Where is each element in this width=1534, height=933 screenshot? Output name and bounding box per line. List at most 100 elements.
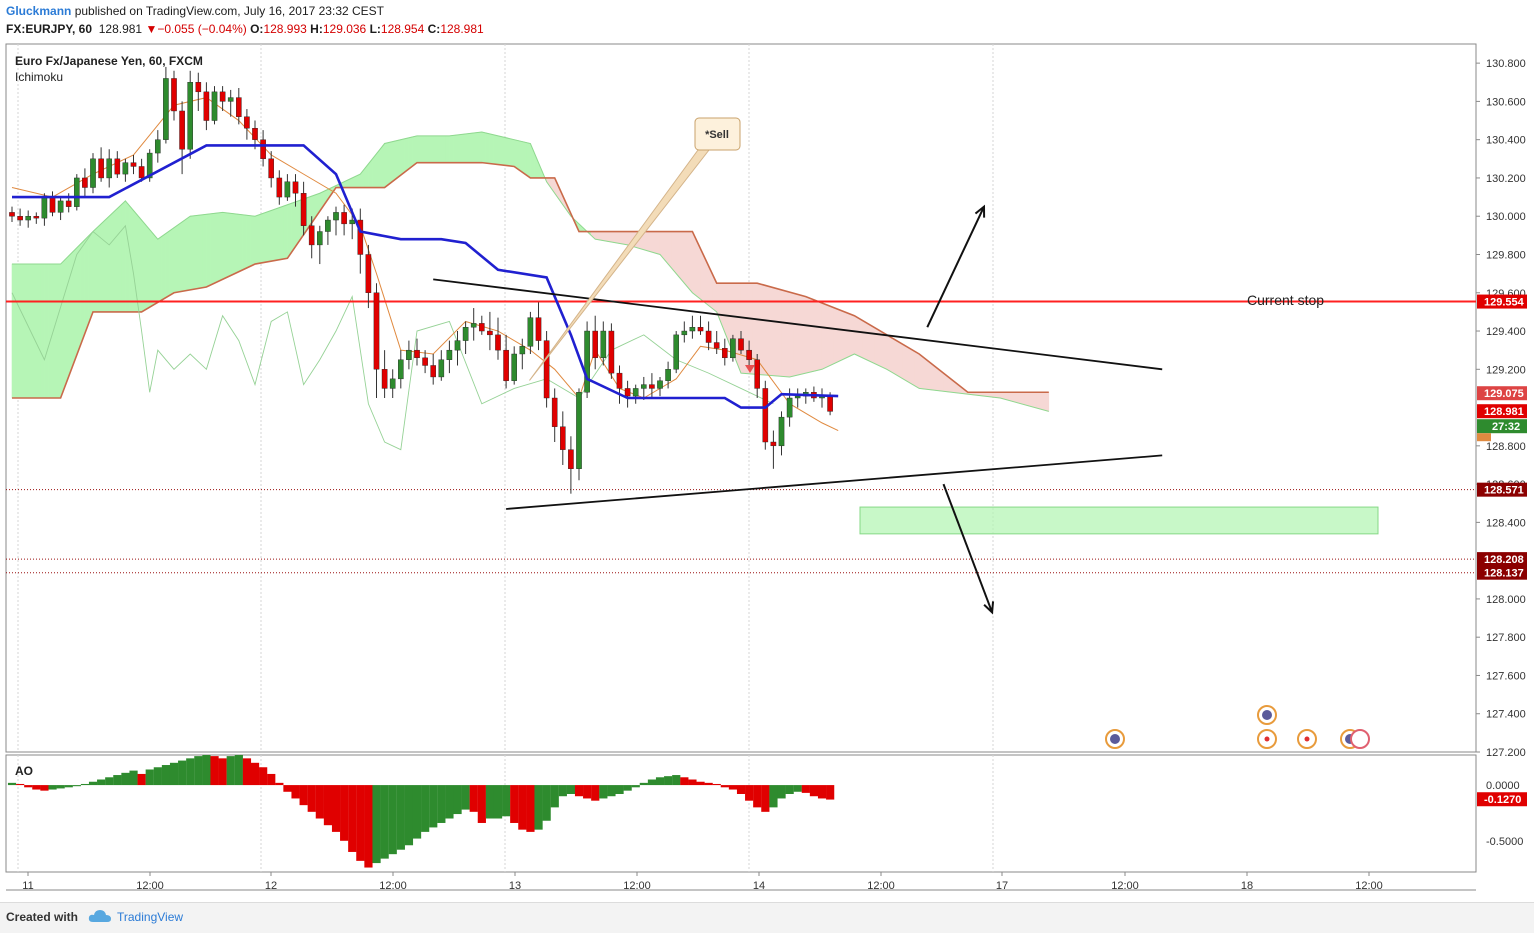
tradingview-link[interactable]: TradingView xyxy=(117,910,184,924)
candle-down xyxy=(705,330,712,343)
footer: Created with TradingView xyxy=(0,902,1534,933)
ao-bar xyxy=(777,785,786,799)
ao-bar xyxy=(672,775,681,786)
cloud-segment xyxy=(376,147,381,188)
price-label-text: 128.981 xyxy=(1484,406,1524,418)
cloud-segment xyxy=(922,356,928,390)
price-tick-label: 130.400 xyxy=(1486,135,1526,147)
ao-bar xyxy=(477,785,486,823)
cloud-segment xyxy=(817,300,823,371)
ao-bar xyxy=(736,785,746,794)
cloud-segment xyxy=(250,215,256,267)
candle-up xyxy=(333,212,339,221)
candle-up xyxy=(57,200,64,213)
ao-bar xyxy=(24,785,33,788)
ao-bar xyxy=(226,756,235,786)
cloud-segment xyxy=(112,207,118,313)
cloud-segment xyxy=(509,138,515,167)
cloud-segment xyxy=(60,259,65,399)
cloud-segment xyxy=(283,204,288,260)
time-tick-label: 12:00 xyxy=(379,880,407,892)
cloud-segment xyxy=(829,305,835,366)
candle-down xyxy=(138,166,145,179)
candle-up xyxy=(325,219,331,232)
cloud-segment xyxy=(457,134,462,163)
candle-down xyxy=(276,177,283,198)
arrow-up-head xyxy=(974,204,986,218)
sell-callout-text: *Sell xyxy=(705,129,729,141)
ao-bar xyxy=(210,756,219,786)
low-label: L: xyxy=(369,22,381,36)
cloud-segment xyxy=(388,141,394,186)
chart-canvas[interactable]: *Sell 130.800130.600130.400130.200130.00… xyxy=(0,0,1534,902)
cloud-segment xyxy=(667,231,673,270)
cloud-segment xyxy=(274,207,280,261)
ao-bar xyxy=(566,785,576,794)
candle-up xyxy=(665,369,671,381)
candle-up xyxy=(163,78,169,140)
down-triangle-icon: ▼ xyxy=(145,22,158,36)
candle-up xyxy=(527,317,534,347)
cloud-segment xyxy=(445,135,450,163)
candle-up xyxy=(778,416,785,447)
candle-down xyxy=(195,82,202,93)
price-tick-label: 127.800 xyxy=(1486,632,1526,644)
tenkan-sen xyxy=(12,144,839,409)
ao-bar xyxy=(348,785,357,852)
indicator-name[interactable]: Ichimoku xyxy=(15,70,63,84)
chart-legend-title: Euro Fx/Japanese Yen, 60, FXCM xyxy=(15,54,203,68)
candle-down xyxy=(171,78,177,112)
main-pane-border xyxy=(5,43,1477,753)
candle-up xyxy=(187,82,194,150)
cloud-segment xyxy=(246,214,252,269)
candle-down xyxy=(827,395,833,412)
ao-bar xyxy=(664,776,673,786)
candle-down xyxy=(487,330,493,336)
cloud-segment xyxy=(258,212,264,264)
candle-up xyxy=(689,327,696,332)
candle-down xyxy=(308,225,315,246)
ao-bar xyxy=(526,785,535,832)
candle-down xyxy=(479,323,485,332)
ao-bar xyxy=(826,785,835,800)
cloud-segment xyxy=(825,304,831,368)
candle-down xyxy=(762,388,769,443)
ao-bar xyxy=(7,782,17,786)
ao-bar xyxy=(259,767,268,786)
ao-bar xyxy=(388,785,397,855)
cloud-segment xyxy=(165,229,171,299)
ao-bar xyxy=(178,760,187,786)
candle-down xyxy=(568,449,574,469)
ichimoku-cloud xyxy=(11,131,1050,412)
ao-bar xyxy=(534,785,543,830)
candle-up xyxy=(349,219,356,225)
cloud-segment xyxy=(193,214,199,290)
ao-bar xyxy=(761,785,770,812)
candle-down xyxy=(179,110,185,150)
cloud-segment xyxy=(1012,391,1017,403)
author-name[interactable]: Gluckmann xyxy=(6,4,72,18)
cloud-segment xyxy=(894,339,900,377)
ao-bar xyxy=(291,785,300,799)
candle-down xyxy=(373,292,380,370)
cloud-segment xyxy=(890,336,896,375)
price-axis: 130.800 130.600 130.400 130.200 130.000 129.8… xyxy=(1476,58,1527,848)
cloud-segment xyxy=(64,255,69,388)
cloud-segment xyxy=(797,293,803,376)
time-tick-label: 18 xyxy=(1241,880,1253,892)
cloud-segment xyxy=(1036,391,1041,410)
candle-down xyxy=(219,91,226,102)
cloud-segment xyxy=(23,263,29,399)
cloud-segment xyxy=(210,213,215,286)
candle-up xyxy=(786,397,793,418)
cloud-segment xyxy=(902,343,908,382)
cloud-segment xyxy=(84,234,90,334)
low-value: 128.954 xyxy=(380,22,425,36)
time-tick-label: 12:00 xyxy=(867,880,895,892)
ao-label[interactable]: AO xyxy=(15,764,33,778)
candle-down xyxy=(357,219,364,255)
cloud-segment xyxy=(914,351,920,389)
cloud-segment xyxy=(226,212,231,278)
candle-down xyxy=(503,349,509,381)
ao-bar xyxy=(72,785,81,787)
